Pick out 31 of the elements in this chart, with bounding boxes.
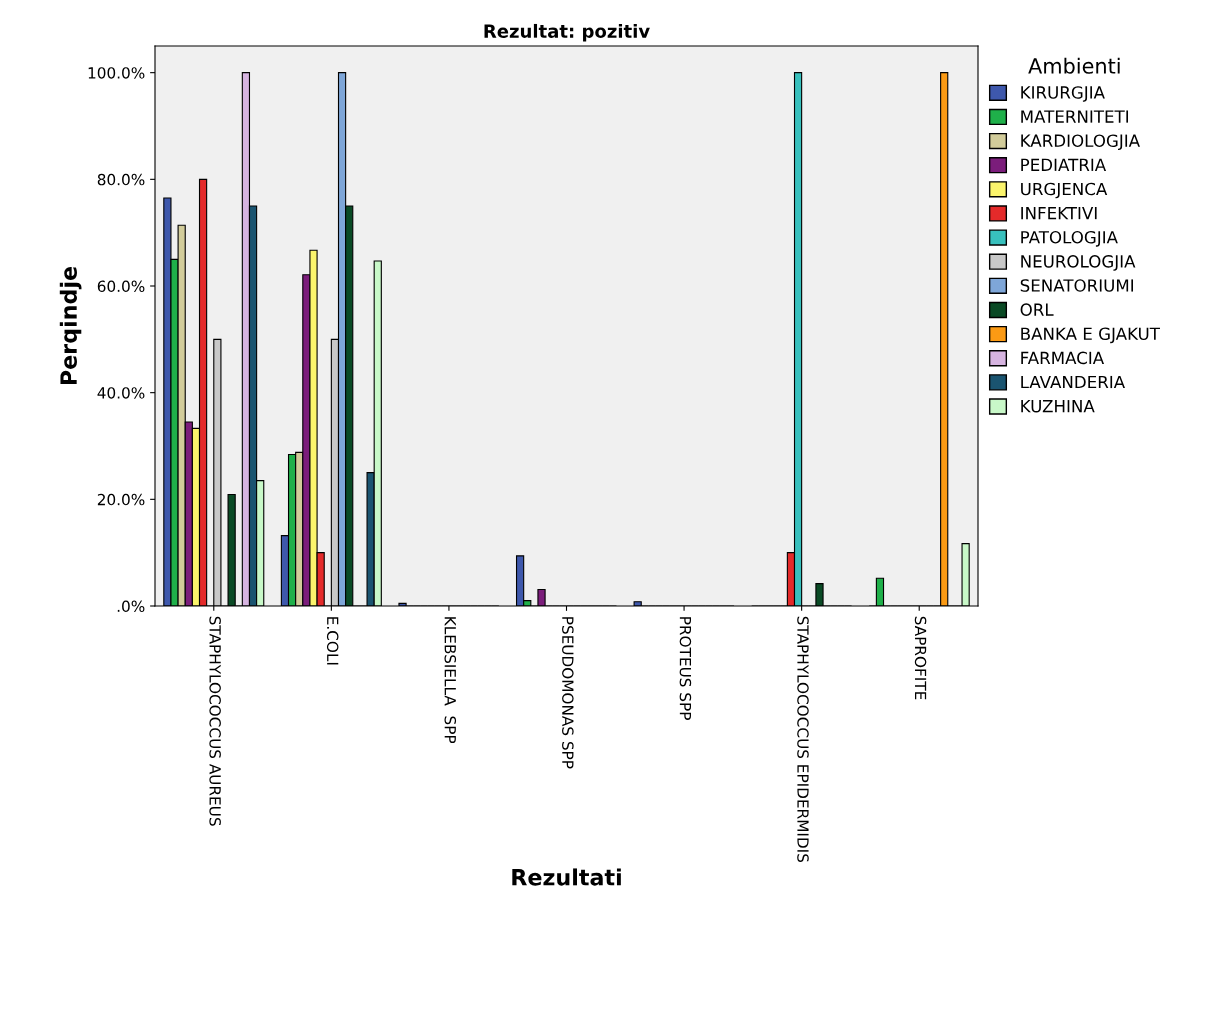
chart-title: Rezultat: pozitiv bbox=[484, 23, 650, 42]
y-axis-title: Perqindje bbox=[59, 266, 82, 385]
x-tick-label: STAPHYLOCOCCUS EPIDERMIDIS bbox=[797, 616, 809, 863]
y-tick-label: 80.0% bbox=[97, 173, 145, 186]
y-tick-label: .0% bbox=[117, 600, 145, 613]
legend-label: MATERNITETI bbox=[1021, 110, 1128, 123]
legend-label: KUZHINA bbox=[1021, 400, 1095, 413]
legend-label: FARMACIA bbox=[1021, 351, 1105, 365]
x-axis-title: Rezultati bbox=[512, 868, 621, 886]
legend-label: LAVANDERIA bbox=[1021, 375, 1125, 389]
y-tick-label: 40.0% bbox=[97, 387, 145, 399]
x-tick-label: STAPHYLOCOCCUS AUREUS bbox=[209, 616, 221, 826]
legend-label: URGJENCA bbox=[1021, 182, 1108, 199]
legend-label: BANKA E GJAKUT bbox=[1021, 327, 1160, 344]
x-tick-label: E.COLI bbox=[326, 617, 339, 665]
x-tick-label: PSEUDOMONAS SPP bbox=[562, 617, 574, 769]
y-tick-label: 100.0% bbox=[88, 67, 145, 79]
x-tick-label: SAPROFITE bbox=[914, 616, 927, 700]
legend-label: INFEKTIVI bbox=[1021, 207, 1097, 220]
legend-label: ORL bbox=[1020, 303, 1054, 316]
legend-label: KARDIOLOGJIA bbox=[1021, 134, 1140, 151]
legend-label: PEDIATRIA bbox=[1021, 158, 1107, 171]
y-tick-label: 20.0% bbox=[97, 493, 145, 506]
y-tick-label: 60.0% bbox=[97, 280, 145, 293]
x-tick-label: KLEBSIELLA SPP bbox=[444, 617, 457, 744]
x-tick-label: PROTEUS SPP bbox=[679, 617, 692, 720]
legend-label: SENATORIUMI bbox=[1020, 279, 1134, 292]
legend-label: KIRURGJIA bbox=[1021, 86, 1105, 102]
legend-title: Ambienti bbox=[1028, 57, 1120, 74]
legend-label: PATOLOGJIA bbox=[1021, 230, 1118, 247]
legend-label: NEUROLOGJIA bbox=[1021, 255, 1136, 271]
